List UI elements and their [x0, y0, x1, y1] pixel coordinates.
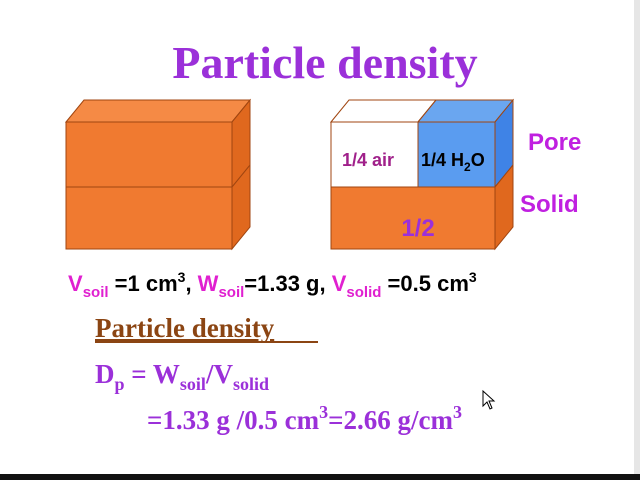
bottom-frame	[0, 474, 640, 480]
solid-fraction: 1/2	[401, 215, 434, 242]
water-text: O	[471, 150, 485, 170]
value: =1 cm	[109, 271, 178, 296]
air-label: 1/4 air	[342, 150, 394, 170]
composition-block	[329, 98, 515, 251]
formula-symbol: = W	[125, 359, 180, 389]
solid-front	[330, 186, 496, 250]
result-superscript: 3	[319, 402, 328, 422]
symbol: V	[68, 271, 83, 296]
formula-subscript: p	[115, 374, 125, 394]
block-side	[231, 98, 251, 251]
symbol: V	[332, 271, 347, 296]
separator: ,	[185, 271, 197, 296]
right-frame	[634, 0, 640, 474]
block-top	[64, 99, 252, 123]
formula-symbol: D	[95, 359, 115, 389]
water-label: 1/4 H2O	[421, 150, 485, 174]
formula-subscript: soil	[180, 374, 206, 394]
heading: Particle density	[95, 313, 275, 343]
mouse-cursor	[482, 389, 496, 410]
air-front	[330, 121, 419, 188]
pore-label: Pore	[528, 129, 581, 156]
value: =0.5 cm	[381, 271, 468, 296]
superscript: 3	[469, 269, 477, 285]
value: =1.33 g,	[244, 271, 331, 296]
formula: Dp = Wsoil/Vsolid	[95, 359, 269, 394]
block-divider-side	[231, 164, 251, 188]
soil-block	[64, 98, 252, 251]
result-text: =2.66 g/cm	[328, 405, 453, 435]
water-subscript: 2	[464, 160, 471, 174]
given-line: Vsoil =1 cm3, Wsoil=1.33 g, Vsolid =0.5 …	[68, 269, 477, 301]
superscript: 3	[178, 269, 186, 285]
formula-subscript: solid	[233, 374, 269, 394]
block-front	[65, 121, 233, 250]
subscript: soil	[83, 284, 109, 301]
water-text: 1/4 H	[421, 150, 464, 170]
solid-label: Solid	[520, 191, 579, 218]
subscript: soil	[218, 284, 244, 301]
result-superscript: 3	[453, 402, 462, 422]
title: Particle density	[172, 37, 477, 88]
result-text: =1.33 g /0.5 cm	[147, 405, 320, 435]
water-front	[417, 121, 496, 188]
subscript: solid	[346, 284, 381, 301]
result: =1.33 g /0.5 cm3=2.66 g/cm3	[147, 402, 462, 435]
formula-symbol: /V	[205, 359, 234, 389]
symbol: W	[198, 271, 219, 296]
